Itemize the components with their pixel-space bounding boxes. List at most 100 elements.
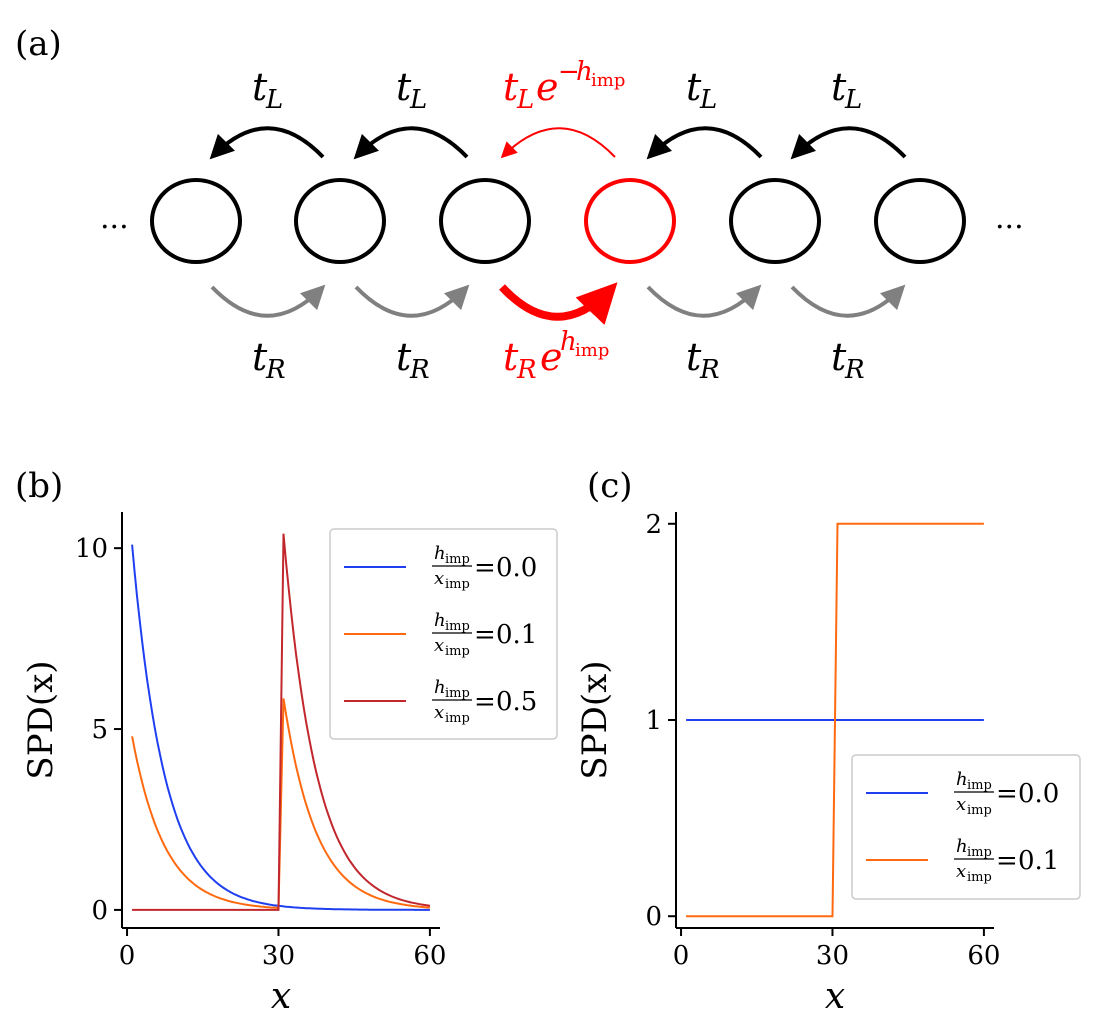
label-tL-imp: t L e − h imp <box>503 57 625 115</box>
svg-text:R: R <box>265 355 286 385</box>
legend-den-x: x <box>956 861 966 882</box>
label-tL-2: tL <box>396 65 427 115</box>
y-tick-label: 2 <box>645 510 662 540</box>
legend-den-sub: imp <box>445 711 470 726</box>
legend-den-x: x <box>956 794 966 815</box>
right-hop-arrow-5 <box>790 284 906 318</box>
legend-value-0.0: 0.0 <box>496 553 537 583</box>
panel-a-label: (a) <box>15 24 62 64</box>
svg-text:e: e <box>540 335 563 379</box>
label-tR-1: tR <box>252 335 286 385</box>
legend-den-x: x <box>434 635 444 656</box>
legend-value-0.5: 0.5 <box>496 687 537 717</box>
x-axis-label: x <box>825 976 845 1017</box>
panel-c-label: (c) <box>587 466 633 506</box>
left-hop-arrow-1 <box>209 126 325 160</box>
legend-den-sub: imp <box>967 870 992 885</box>
series-line-0.5 <box>132 533 431 911</box>
legend-num-sub: imp <box>445 686 470 701</box>
left-hop-arrow-2 <box>353 126 469 160</box>
svg-text:t: t <box>831 65 847 109</box>
right-hop-arrow-2 <box>354 284 470 318</box>
left-hop-arrow-4 <box>646 126 763 160</box>
svg-text:t: t <box>396 335 412 379</box>
site-6 <box>874 178 966 264</box>
legend-eq: = <box>996 779 1018 809</box>
legend-eq: = <box>474 620 496 650</box>
svg-text:L: L <box>265 85 283 115</box>
site-3 <box>439 178 531 264</box>
right-hop-arrow-1 <box>210 284 326 318</box>
svg-text:h: h <box>560 327 577 357</box>
legend-den-sub: imp <box>445 577 470 592</box>
label-tR-4: tR <box>686 335 720 385</box>
x-tick-label: 0 <box>119 941 136 971</box>
y-tick-label: 5 <box>91 715 108 745</box>
legend-num-h: h <box>434 677 446 698</box>
svg-text:t: t <box>252 335 268 379</box>
svg-text:imp: imp <box>575 340 609 361</box>
svg-text:R: R <box>409 355 430 385</box>
site-5 <box>729 178 821 264</box>
label-tR-5: tR <box>831 335 865 385</box>
x-tick-label: 30 <box>262 941 295 971</box>
x-tick-label: 30 <box>816 941 849 971</box>
legend-num-sub: imp <box>967 845 992 860</box>
svg-text:t: t <box>831 335 847 379</box>
imp-right-hop-arrow <box>499 282 618 325</box>
svg-text:L: L <box>699 85 717 115</box>
label-tR-2: tR <box>396 335 430 385</box>
y-tick-label: 10 <box>75 534 108 564</box>
svg-text:R: R <box>844 355 865 385</box>
series-line-0.1 <box>131 698 430 910</box>
label-tL-1: tL <box>252 65 283 115</box>
imp-left-hop-arrow <box>500 127 616 159</box>
svg-text:−: − <box>558 57 580 87</box>
series-line-0.1 <box>686 522 984 918</box>
legend-num-h: h <box>956 836 968 857</box>
panel-a: (a) ... ... tL tL t L e − h imp <box>15 24 1024 385</box>
legend-eq: = <box>474 687 496 717</box>
legend-den-x: x <box>434 702 444 723</box>
left-hop-arrow-5 <box>790 126 907 160</box>
legend-num-sub: imp <box>445 552 470 567</box>
svg-text:e: e <box>536 65 559 109</box>
legend-den-sub: imp <box>445 644 470 659</box>
legend-num-h: h <box>434 543 446 564</box>
x-tick-label: 0 <box>673 941 690 971</box>
y-axis-label: SPD(x) <box>575 660 615 779</box>
ellipsis-left: ... <box>100 201 129 236</box>
impurity-site <box>584 178 676 264</box>
series-line-0.0 <box>131 544 430 911</box>
legend-value-0.0: 0.0 <box>1018 779 1059 809</box>
x-axis-label: x <box>271 976 291 1017</box>
legend-num-h: h <box>956 769 968 790</box>
panel-b-label: (b) <box>15 466 63 506</box>
legend-value-0.1: 0.1 <box>496 620 537 650</box>
svg-text:t: t <box>252 65 268 109</box>
legend-value-0.1: 0.1 <box>1018 846 1059 876</box>
svg-text:t: t <box>503 65 519 109</box>
site-1 <box>150 178 242 264</box>
legend-frame <box>329 528 558 740</box>
legend-frame <box>851 754 1081 900</box>
legend-num-sub: imp <box>445 619 470 634</box>
svg-text:t: t <box>396 65 412 109</box>
svg-text:R: R <box>699 355 720 385</box>
svg-text:t: t <box>503 335 519 379</box>
legend-eq: = <box>996 846 1018 876</box>
svg-text:t: t <box>686 335 702 379</box>
legend-den-x: x <box>434 568 444 589</box>
svg-text:L: L <box>844 85 862 115</box>
svg-text:R: R <box>516 355 537 385</box>
right-hop-arrow-4 <box>646 284 762 318</box>
label-tR-imp: t R e h imp <box>503 327 609 385</box>
y-axis-label: SPD(x) <box>21 660 61 779</box>
legend-num-h: h <box>434 610 446 631</box>
svg-text:imp: imp <box>591 70 625 91</box>
legend-den-sub: imp <box>967 803 992 818</box>
